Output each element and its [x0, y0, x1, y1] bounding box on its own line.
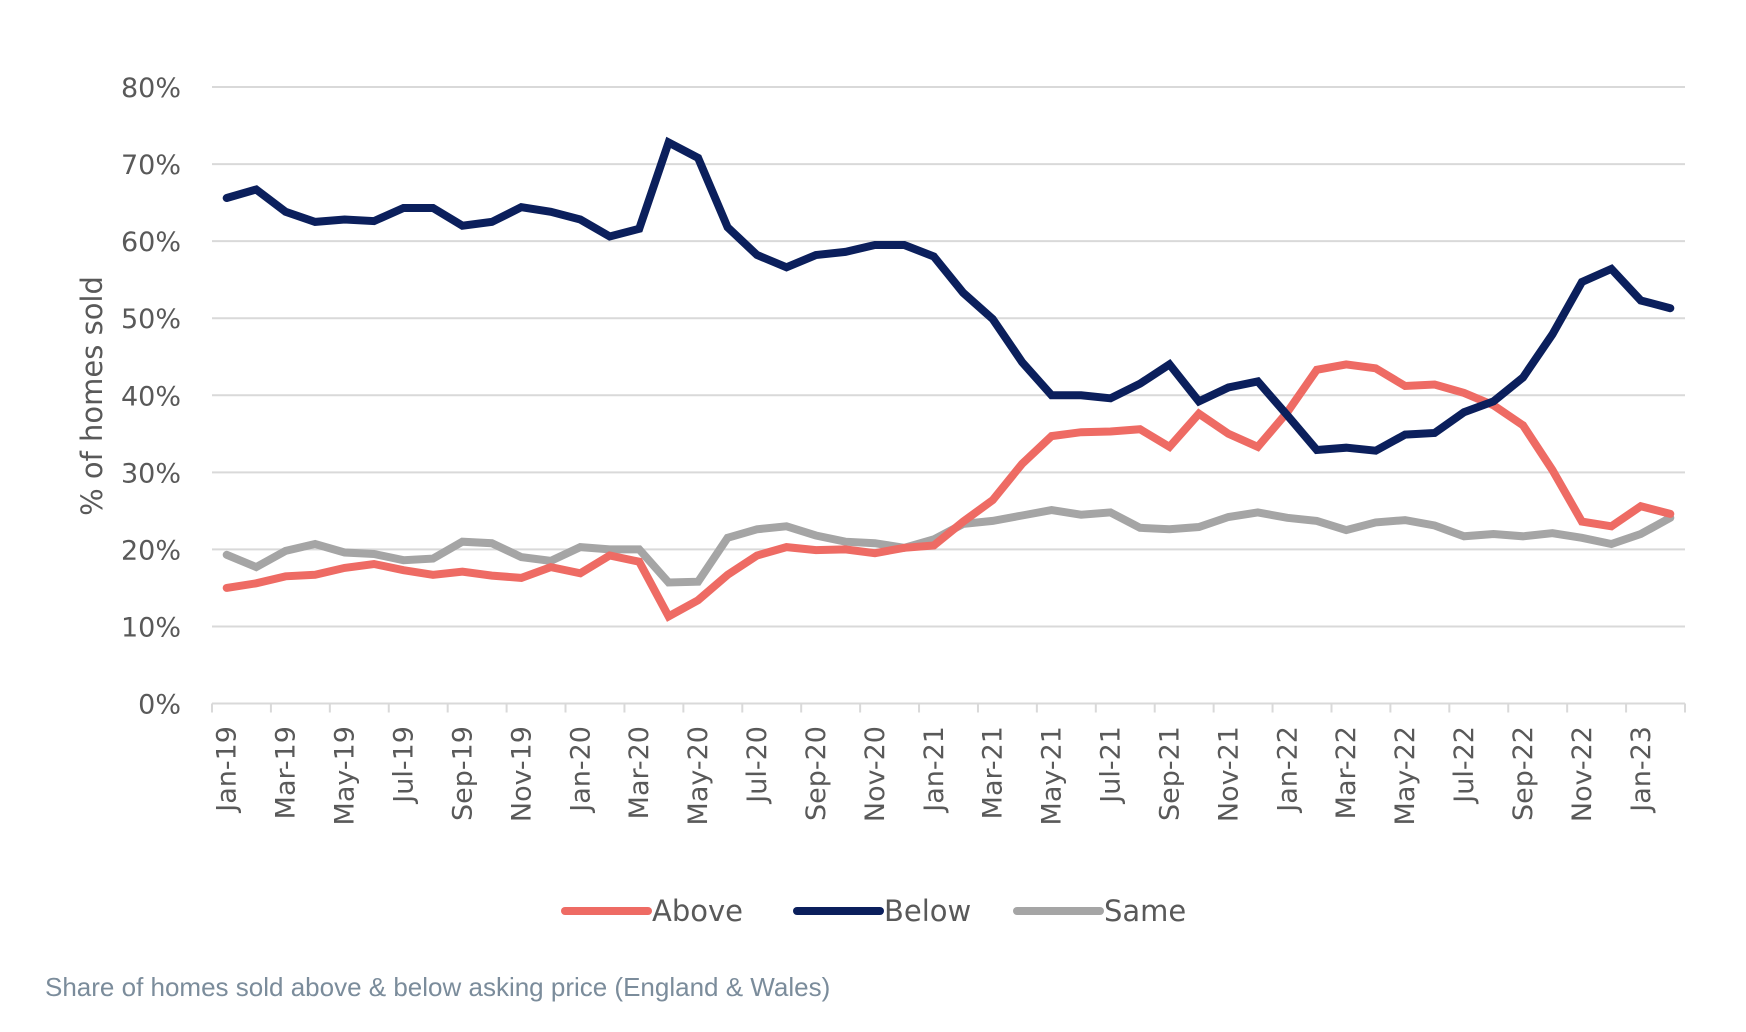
y-tick-label: 20%	[121, 535, 181, 566]
series-line-below	[222, 136, 1675, 455]
x-tick-label: Mar-22	[1331, 726, 1362, 819]
x-tick-label: Mar-20	[624, 726, 655, 819]
x-tick-label: May-20	[683, 726, 714, 825]
y-tick-label: 80%	[121, 73, 181, 104]
y-tick-label: 10%	[121, 612, 181, 643]
legend-label-same: Same	[1104, 894, 1186, 928]
x-tick-label: Jan-22	[1272, 726, 1303, 814]
x-tick-label: Mar-19	[271, 726, 302, 819]
x-tick-label: Sep-20	[801, 726, 832, 821]
x-tick-label: Jan-20	[565, 726, 596, 814]
x-tick-label: Jul-19	[388, 726, 419, 805]
x-tick-label: May-21	[1037, 726, 1068, 825]
x-tick-label: May-22	[1390, 726, 1421, 825]
legend-label-below: Below	[884, 894, 971, 928]
x-tick-label: Jan-19	[212, 726, 243, 814]
x-axis	[211, 702, 1686, 713]
x-tick-label: Jul-21	[1096, 726, 1127, 805]
gridlines	[212, 86, 1685, 628]
y-axis-title: % of homes sold	[75, 276, 109, 516]
x-axis-tick-labels: Jan-19 Mar-19 May-19 Jul-19 Sep-19 Nov-19 Jan-…	[212, 726, 1657, 825]
x-tick-label: Sep-21	[1154, 726, 1185, 821]
x-tick-label: Nov-21	[1213, 726, 1244, 822]
x-tick-label: Nov-22	[1567, 726, 1598, 822]
x-tick-label: Jan-21	[919, 726, 950, 814]
y-tick-label: 40%	[121, 381, 181, 412]
series-lines	[222, 136, 1675, 622]
x-tick-label: Sep-22	[1508, 726, 1539, 821]
y-tick-label: 70%	[121, 150, 181, 181]
x-tick-label: Nov-19	[506, 726, 537, 822]
x-tick-label: May-19	[330, 726, 361, 825]
line-chart: 0% 10% 20% 30% 40% 50% 60% 70% 80% Jan-19 Mar-19 M…	[75, 73, 1686, 928]
y-axis-tick-labels: 0% 10% 20% 30% 40% 50% 60% 70% 80%	[121, 73, 181, 721]
chart-caption: Share of homes sold above & below asking…	[45, 972, 831, 1002]
x-tick-label: Jul-22	[1449, 726, 1480, 805]
y-tick-label: 50%	[121, 304, 181, 335]
legend-label-above: Above	[652, 894, 743, 928]
x-tick-label: Mar-21	[978, 726, 1009, 819]
x-tick-label: Sep-19	[447, 726, 478, 821]
x-tick-label: Nov-20	[860, 726, 891, 822]
legend: Above Below Same	[561, 894, 1186, 928]
series-line-above	[222, 360, 1675, 622]
y-tick-label: 0%	[138, 690, 181, 721]
x-tick-label: Jul-20	[742, 726, 773, 805]
y-tick-label: 60%	[121, 227, 181, 258]
y-tick-label: 30%	[121, 458, 181, 489]
x-tick-label: Jan-23	[1626, 726, 1657, 814]
